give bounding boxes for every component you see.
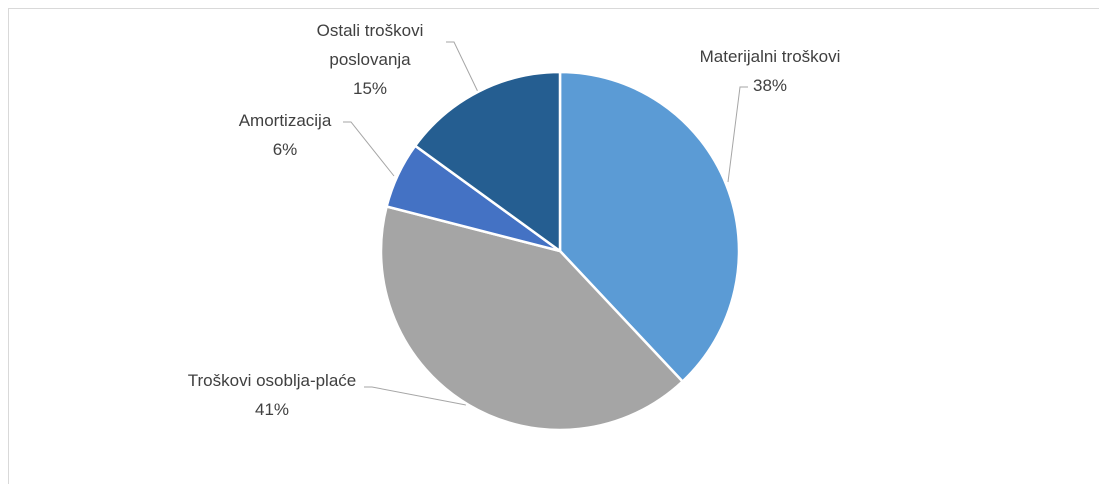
value-label: 6% [272,140,298,159]
value-label: 38% [752,76,788,95]
category-label: Amortizacija [238,111,332,130]
value-label: 15% [352,79,388,98]
data-label: Amortizacija 6% [215,106,355,164]
chart-border [8,8,1099,484]
leader-lines [343,41,748,406]
pie-slice [558,70,741,384]
leader-line [446,41,479,93]
category-label: Ostali troškovi poslovanja [316,21,424,69]
data-label: Troškovi osoblja-plaće 41% [184,366,360,424]
category-label: Materijalni troškovi [699,47,841,66]
slices [379,70,741,432]
data-label: Ostali troškovi poslovanja 15% [290,16,450,103]
value-label: 41% [254,400,290,419]
leader-line [364,386,467,406]
pie-slice [413,70,562,254]
pie-slice [379,204,685,432]
leader-line [727,86,748,183]
leader-line [343,121,395,177]
data-label: Materijalni troškovi 38% [660,42,880,100]
category-label: Troškovi osoblja-plaće [187,371,357,390]
